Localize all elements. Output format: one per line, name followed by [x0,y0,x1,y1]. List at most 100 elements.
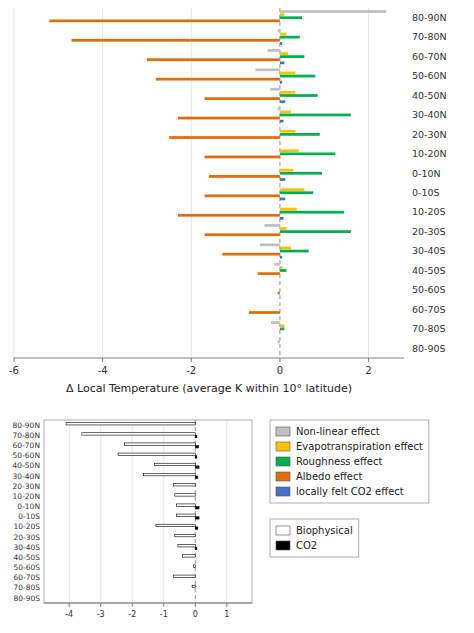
bar [280,36,300,39]
category-label: 20-30N [13,482,40,491]
tick-label: -1 [160,610,168,619]
bar [268,49,280,52]
category-label: 60-70N [412,51,447,62]
bar [280,327,284,330]
bar [279,146,280,149]
plot-1: -4-3-2-10180-90N70-80N60-70N50-60N40-50N… [13,420,252,619]
bar [195,476,198,478]
chart-canvas: -6-4-20280-90N70-80N60-70N50-60N40-50N30… [0,0,474,633]
legend-swatch [276,427,290,436]
bar [169,136,280,139]
tick-mark [100,603,101,607]
bar [279,139,280,142]
tick-label: -3 [97,610,105,619]
category-label: 0-10S [412,187,440,198]
bar [260,243,280,246]
category-label: 40-50N [13,461,40,470]
tick-mark [132,603,133,607]
bar [222,253,280,256]
category-label: 10-20N [13,492,40,501]
plot-frame [44,420,252,603]
tick-mark [14,358,15,362]
category-label: 70-80S [13,583,40,592]
tick-label: -6 [9,365,19,376]
bar [280,61,284,64]
bar [279,331,280,334]
tick-mark [102,358,103,362]
bar [249,311,280,314]
bar [280,269,287,272]
bar [280,94,318,97]
bar [194,565,196,567]
bar [271,321,280,324]
legend-label: locally felt CO2 effect [296,486,404,497]
bar [124,443,195,445]
category-label: 30-40N [13,472,40,481]
bar [178,545,195,547]
bar [280,230,351,233]
category-label: 30-40S [13,543,40,552]
category-label: 60-70N [13,441,40,450]
tick-mark [69,603,70,607]
bar [279,302,280,305]
bar [278,292,280,295]
bar [195,595,196,597]
legend-label: Albedo effect [296,471,362,482]
tick-label: -4 [98,365,108,376]
category-label: 50-60S [412,284,446,295]
category-label: 10-20S [13,522,40,531]
bar [156,78,280,81]
category-label: 70-80N [13,431,40,440]
bar [280,217,284,220]
bar [280,152,335,155]
bar [173,575,195,577]
bar [280,13,284,16]
bar [279,347,280,350]
category-label: 60-70S [412,304,446,315]
bar [147,58,280,61]
tick-mark [279,358,280,362]
bar [279,236,280,239]
x-axis-line [14,358,404,359]
bar [280,324,284,327]
legend-swatch [276,472,290,481]
bar [195,568,196,570]
legend-label: Roughness effect [296,456,382,467]
legend-frame [270,519,359,557]
bar [205,194,280,197]
category-label: 30-40N [412,109,447,120]
bar [280,198,285,201]
legend-swatch [276,541,290,550]
category-label: 20-30S [412,226,446,237]
category-label: 80-90S [412,343,446,354]
category-label: 10-20N [412,148,447,159]
category-label: 50-60S [13,563,40,572]
bar [280,133,320,136]
bar [175,494,195,496]
bar [280,191,313,194]
bar [195,598,196,600]
bar [49,19,279,22]
bar [195,578,196,580]
bar [280,169,293,172]
bar [279,205,280,208]
bar [205,97,280,100]
bar [183,555,196,557]
category-label: 80-90N [13,421,40,430]
category-label: 30-40S [412,245,446,256]
bar [280,130,296,133]
tick-label: -4 [65,610,73,619]
grid-line [163,420,164,603]
bar [156,524,195,526]
bar [205,156,280,159]
bar [176,504,195,506]
grid-line [132,420,133,603]
bar [280,120,284,123]
bar [195,507,199,509]
bar [280,114,351,117]
bar [280,75,315,78]
grid-line [100,420,101,603]
bar [280,172,322,175]
bar [280,81,282,84]
bar [256,68,280,71]
